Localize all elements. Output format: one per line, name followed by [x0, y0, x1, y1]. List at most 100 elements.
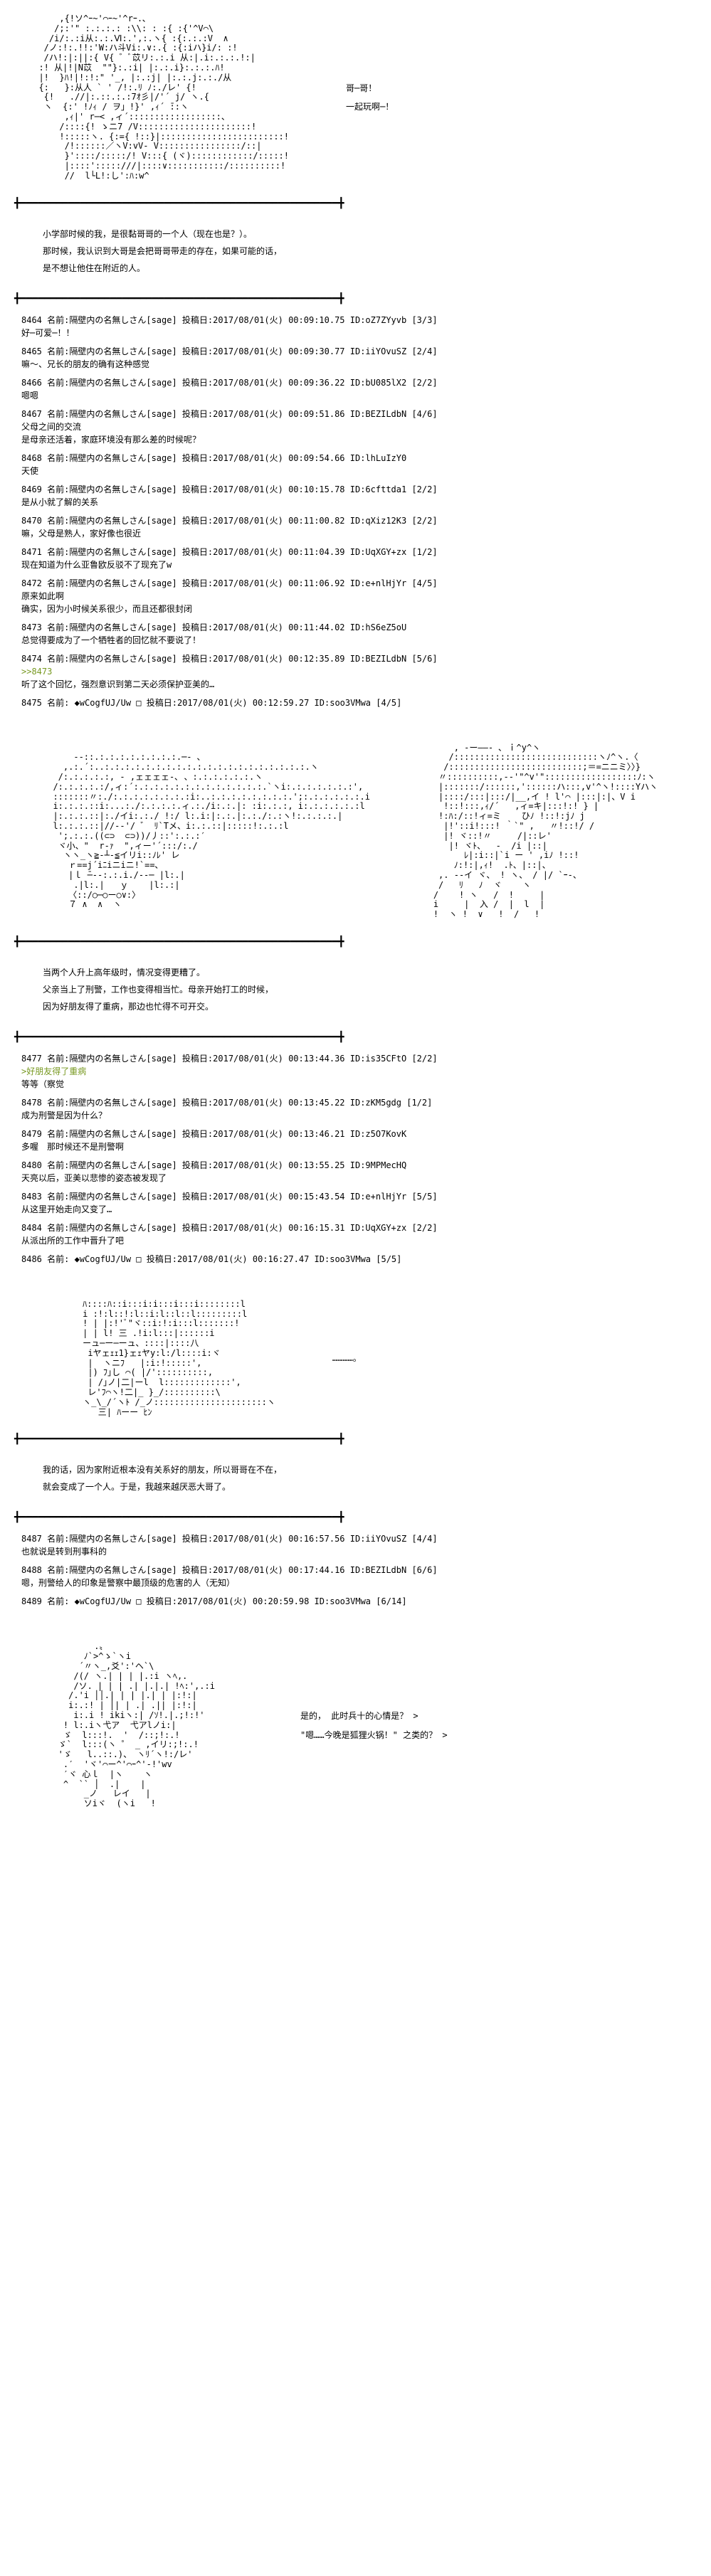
speech-1-line-1: 哥─哥！ — [346, 79, 394, 97]
post: 8484 名前:隔壁内の名無しさん[sage] 投稿日:2017/08/01(火… — [21, 1221, 690, 1247]
post: 8467 名前:隔壁内の名無しさん[sage] 投稿日:2017/08/01(火… — [21, 408, 690, 446]
post-body: 多喔 那时候还不是刑警啊 — [21, 1140, 690, 1153]
speech-4-line-1: 是的， 此时兵十的心情是？ > — [300, 1707, 448, 1725]
post-body: 嗯，刑警给人的印象是警察中最顶级的危害的人（无知） — [21, 1576, 690, 1589]
divider-4: ╋━━━━━━━━━━━━━━━━━━━━━━━━━━━━━━━━━━━━━━━… — [0, 1029, 711, 1045]
post-header: 8489 名前: ◆wCogfUJ/Uw □ 投稿日:2017/08/01(火)… — [21, 1595, 690, 1608]
post: 8464 名前:隔壁内の名無しさん[sage] 投稿日:2017/08/01(火… — [21, 314, 690, 339]
post-body: 嘛～、兄长的朋友的确有这种感觉 — [21, 358, 690, 371]
post-body: 总觉得要成为了一个牺牲者的回忆就不要说了！ — [21, 634, 690, 647]
posts-block-1: 8464 名前:隔壁内の名無しさん[sage] 投稿日:2017/08/01(火… — [0, 307, 711, 729]
ascii-art-4: .〟 ﾉ`>^ゝ`ヽi ´〃ヽ_,爻':'ヘ`\ /(/ ヽ.| | | |.:… — [43, 1642, 215, 1809]
divider-5: ╋━━━━━━━━━━━━━━━━━━━━━━━━━━━━━━━━━━━━━━━… — [0, 1431, 711, 1447]
post: 8474 名前:隔壁内の名無しさん[sage] 投稿日:2017/08/01(火… — [21, 652, 690, 691]
speech-1-line-2: 一起玩啊─！ — [346, 97, 394, 116]
post-body: 天使 — [21, 465, 690, 477]
narration-3-line-2: 就会变成了一个人。于是，我越来越厌恶大哥了。 — [43, 1478, 668, 1495]
ascii-block-1: ,{!ソ^ｰ~'⌒ｰ~'^rｰ.､ /;:'" :.:.:.: :\\: : :… — [0, 0, 711, 196]
narration-1-line-1: 小学部时候的我，是很黏哥哥的一个人（现在也是？）。 — [43, 226, 668, 243]
post-body: 现在知道为什么亚鲁欧反驳不了现充了w — [21, 558, 690, 571]
post-header: 8466 名前:隔壁内の名無しさん[sage] 投稿日:2017/08/01(火… — [21, 376, 690, 389]
post-body: 确实，因为小时候关系很少，而且还都很封闭 — [21, 603, 690, 615]
narration-2-line-3: 因为好朋友得了重病，那边也忙得不可开交。 — [43, 998, 668, 1015]
narration-1-line-2: 那时候，我认识到大哥是会把哥哥带走的存在，如果可能的话， — [43, 243, 668, 260]
post: 8483 名前:隔壁内の名無しさん[sage] 投稿日:2017/08/01(火… — [21, 1190, 690, 1216]
post-body: 是从小就了解的关系 — [21, 496, 690, 509]
post-header: 8487 名前:隔壁内の名無しさん[sage] 投稿日:2017/08/01(火… — [21, 1532, 690, 1545]
post: 8486 名前: ◆wCogfUJ/Uw □ 投稿日:2017/08/01(火)… — [21, 1253, 690, 1266]
ascii-block-3: ﾊ::::ﾊ::i:::i:i:::i:::i::::::::l i :!:l:… — [0, 1286, 711, 1432]
speech-4: 是的， 此时兵十的心情是？ > "嗯……今晚是狐狸火锅！" 之类的？ > — [300, 1707, 448, 1744]
post-header: 8474 名前:隔壁内の名無しさん[sage] 投稿日:2017/08/01(火… — [21, 652, 690, 665]
post-header: 8472 名前:隔壁内の名無しさん[sage] 投稿日:2017/08/01(火… — [21, 577, 690, 590]
speech-4-line-2: "嗯……今晚是狐狸火锅！" 之类的？ > — [300, 1726, 448, 1744]
post-body: 原来如此啊 — [21, 590, 690, 603]
narration-2: 当两个人升上高年级时，情况变得更糟了。 父亲当上了刑警，工作也变得相当忙。母亲开… — [0, 950, 711, 1029]
post-header: 8477 名前:隔壁内の名無しさん[sage] 投稿日:2017/08/01(火… — [21, 1052, 690, 1065]
post-header: 8488 名前:隔壁内の名無しさん[sage] 投稿日:2017/08/01(火… — [21, 1564, 690, 1576]
post-body: 从这里开始走向又变了… — [21, 1203, 690, 1216]
post: 8466 名前:隔壁内の名無しさん[sage] 投稿日:2017/08/01(火… — [21, 376, 690, 402]
post-body: 听了这个回忆，强烈意识到第二天必须保护亚美的… — [21, 678, 690, 691]
post: 8489 名前: ◆wCogfUJ/Uw □ 投稿日:2017/08/01(火)… — [21, 1595, 690, 1608]
post-header: 8483 名前:隔壁内の名無しさん[sage] 投稿日:2017/08/01(火… — [21, 1190, 690, 1203]
post: 8472 名前:隔壁内の名無しさん[sage] 投稿日:2017/08/01(火… — [21, 577, 690, 615]
post-body: 天亮以后，亚美以悲惨的姿态被发现了 — [21, 1172, 690, 1184]
ascii-block-4: .〟 ﾉ`>^ゝ`ヽi ´〃ヽ_,爻':'ヘ`\ /(/ ヽ.| | | |.:… — [0, 1628, 711, 1823]
narration-1-line-3: 是不想让他住在附近的人。 — [43, 260, 668, 277]
divider-6: ╋━━━━━━━━━━━━━━━━━━━━━━━━━━━━━━━━━━━━━━━… — [0, 1510, 711, 1525]
post-header: 8470 名前:隔壁内の名無しさん[sage] 投稿日:2017/08/01(火… — [21, 514, 690, 527]
post-body: 等等（察觉 — [21, 1078, 690, 1091]
ascii-art-2-left: -‐::.:.:.:.:.:.:.:.:.─- ､ ,.:.´:..:.:.:.… — [43, 753, 370, 910]
page-container: ,{!ソ^ｰ~'⌒ｰ~'^rｰ.､ /;:'" :.:.:.: :\\: : :… — [0, 0, 711, 1823]
post-body: 好─可爱─！！ — [21, 327, 690, 339]
post: 8468 名前:隔壁内の名無しさん[sage] 投稿日:2017/08/01(火… — [21, 452, 690, 477]
post-header: 8469 名前:隔壁内の名無しさん[sage] 投稿日:2017/08/01(火… — [21, 483, 690, 496]
post: 8473 名前:隔壁内の名無しさん[sage] 投稿日:2017/08/01(火… — [21, 621, 690, 647]
post: 8475 名前: ◆wCogfUJ/Uw □ 投稿日:2017/08/01(火)… — [21, 696, 690, 709]
post: 8487 名前:隔壁内の名無しさん[sage] 投稿日:2017/08/01(火… — [21, 1532, 690, 1558]
post-header: 8467 名前:隔壁内の名無しさん[sage] 投稿日:2017/08/01(火… — [21, 408, 690, 420]
post-header: 8480 名前:隔壁内の名無しさん[sage] 投稿日:2017/08/01(火… — [21, 1159, 690, 1172]
speech-3-line-1: …………。 — [332, 1349, 362, 1367]
post-header: 8473 名前:隔壁内の名無しさん[sage] 投稿日:2017/08/01(火… — [21, 621, 690, 634]
post-body: 父母之间的交流 — [21, 420, 690, 433]
post-body: 嘛，父母是熟人，家好像也很近 — [21, 527, 690, 540]
post-header: 8478 名前:隔壁内の名無しさん[sage] 投稿日:2017/08/01(火… — [21, 1096, 690, 1109]
post: 8477 名前:隔壁内の名無しさん[sage] 投稿日:2017/08/01(火… — [21, 1052, 690, 1091]
post-header: 8479 名前:隔壁内の名無しさん[sage] 投稿日:2017/08/01(火… — [21, 1128, 690, 1140]
post: 8479 名前:隔壁内の名無しさん[sage] 投稿日:2017/08/01(火… — [21, 1128, 690, 1153]
post-header: 8464 名前:隔壁内の名無しさん[sage] 投稿日:2017/08/01(火… — [21, 314, 690, 327]
divider-3: ╋━━━━━━━━━━━━━━━━━━━━━━━━━━━━━━━━━━━━━━━… — [0, 934, 711, 950]
posts-block-2: 8477 名前:隔壁内の名無しさん[sage] 投稿日:2017/08/01(火… — [0, 1045, 711, 1286]
post-body: >>8473 — [21, 665, 690, 678]
ascii-art-2-right: , -ー――- ､ ｉ^y^ヽ /:::::::::::::::::::::::… — [413, 743, 658, 920]
post-header: 8486 名前: ◆wCogfUJ/Uw □ 投稿日:2017/08/01(火)… — [21, 1253, 690, 1266]
posts-block-3: 8487 名前:隔壁内の名無しさん[sage] 投稿日:2017/08/01(火… — [0, 1525, 711, 1628]
post-body: 是母亲还活着，家庭环境没有那么差的时候呢？ — [21, 433, 690, 446]
post-header: 8475 名前: ◆wCogfUJ/Uw □ 投稿日:2017/08/01(火)… — [21, 696, 690, 709]
speech-3: …………。 — [332, 1349, 362, 1367]
narration-2-line-1: 当两个人升上高年级时，情况变得更糟了。 — [43, 964, 668, 981]
post-header: 8484 名前:隔壁内の名無しさん[sage] 投稿日:2017/08/01(火… — [21, 1221, 690, 1234]
post-body: >好朋友得了重病 — [21, 1065, 690, 1078]
post-body: 成为刑警是因为什么？ — [21, 1109, 690, 1122]
post: 8470 名前:隔壁内の名無しさん[sage] 投稿日:2017/08/01(火… — [21, 514, 690, 540]
ascii-art-3: ﾊ::::ﾊ::i:::i:i:::i:::i::::::::l i :!:l:… — [57, 1300, 275, 1418]
post: 8469 名前:隔壁内の名無しさん[sage] 投稿日:2017/08/01(火… — [21, 483, 690, 509]
divider-1: ╋━━━━━━━━━━━━━━━━━━━━━━━━━━━━━━━━━━━━━━━… — [0, 196, 711, 211]
narration-2-line-2: 父亲当上了刑警，工作也变得相当忙。母亲开始打工的时候， — [43, 981, 668, 998]
post: 8478 名前:隔壁内の名無しさん[sage] 投稿日:2017/08/01(火… — [21, 1096, 690, 1122]
post: 8488 名前:隔壁内の名無しさん[sage] 投稿日:2017/08/01(火… — [21, 1564, 690, 1589]
speech-1: 哥─哥！ 一起玩啊─！ — [346, 79, 394, 117]
divider-2: ╋━━━━━━━━━━━━━━━━━━━━━━━━━━━━━━━━━━━━━━━… — [0, 291, 711, 307]
post-body: 也就说是转到刑事科的 — [21, 1545, 690, 1558]
post-body: 从派出所的工作中晋升了吧 — [21, 1234, 690, 1247]
ascii-art-1: ,{!ソ^ｰ~'⌒ｰ~'^rｰ.､ /;:'" :.:.:.: :\\: : :… — [28, 14, 289, 181]
post: 8471 名前:隔壁内の名無しさん[sage] 投稿日:2017/08/01(火… — [21, 546, 690, 571]
ascii-block-2: -‐::.:.:.:.:.:.:.:.:.─- ､ ,.:.´:..:.:.:.… — [0, 729, 711, 934]
post: 8465 名前:隔壁内の名無しさん[sage] 投稿日:2017/08/01(火… — [21, 345, 690, 371]
post: 8480 名前:隔壁内の名無しさん[sage] 投稿日:2017/08/01(火… — [21, 1159, 690, 1184]
narration-1: 小学部时候的我，是很黏哥哥的一个人（现在也是？）。 那时候，我认识到大哥是会把哥… — [0, 211, 711, 291]
narration-3-line-1: 我的话，因为家附近根本没有关系好的朋友，所以哥哥在不在， — [43, 1461, 668, 1478]
